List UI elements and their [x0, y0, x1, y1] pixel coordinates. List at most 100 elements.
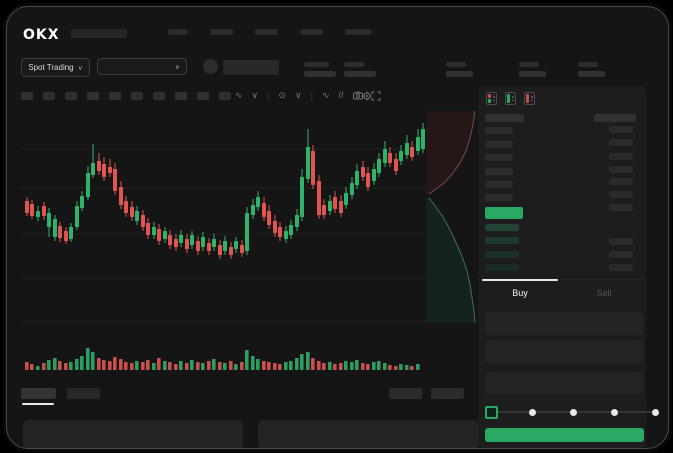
toggle-color-column: [507, 94, 510, 103]
ask-row-amount[interactable]: [609, 153, 633, 160]
bid-row-amount[interactable]: [609, 238, 633, 245]
ask-row-amount[interactable]: [609, 139, 633, 146]
slider-stop[interactable]: [570, 409, 577, 416]
bottom-tab-open-orders[interactable]: [21, 388, 56, 399]
stat-value-placeholder: [446, 71, 473, 77]
orders-detail-placeholder: [258, 420, 478, 448]
bottom-tab-order-history[interactable]: [67, 388, 100, 399]
toolbar-divider: |: [310, 90, 313, 101]
okx-logo[interactable]: OKX: [23, 27, 60, 43]
chevron-down-icon[interactable]: ∨: [295, 90, 302, 100]
active-tab-indicator: [482, 279, 558, 281]
coin-icon: [203, 59, 218, 74]
nav-item-placeholder[interactable]: [168, 29, 188, 35]
book-bids-view-icon[interactable]: [505, 92, 516, 105]
price-input[interactable]: [485, 312, 643, 335]
nav-item-placeholder[interactable]: [345, 29, 372, 35]
bid-row-amount[interactable]: [609, 251, 633, 258]
depth-chart[interactable]: [425, 109, 477, 331]
bid-row-price[interactable]: [485, 237, 519, 244]
toggle-color-column: [488, 94, 491, 103]
orderbook-header-amount: [594, 114, 636, 122]
indicators-wave-icon[interactable]: ∿: [235, 90, 243, 100]
stat-label-placeholder: [304, 62, 329, 67]
tab-sell[interactable]: Sell: [596, 288, 612, 298]
main-nav: [168, 29, 394, 35]
stat-value-placeholder: [519, 71, 546, 77]
bid-row-price[interactable]: [485, 224, 519, 231]
drawing-tools-icon[interactable]: //: [338, 90, 344, 100]
timeframe-chip[interactable]: [87, 92, 99, 100]
app-window: OKX Spot Trading ∨ ∨ ∿ ∨ | ⊙ ∨ | ∿ // Buy Sell: [6, 6, 669, 449]
toggle-dashes: [491, 94, 495, 103]
bid-row-amount[interactable]: [609, 264, 633, 271]
orders-list-placeholder: [23, 420, 243, 448]
slider-stop[interactable]: [529, 409, 536, 416]
line-tools-icon[interactable]: ∿: [321, 90, 330, 100]
timeframe-chip[interactable]: [131, 92, 143, 100]
header-search-placeholder[interactable]: [71, 29, 127, 38]
ask-row-price[interactable]: [485, 141, 513, 148]
timeframe-chip[interactable]: [197, 92, 209, 100]
toolbar-divider: |: [267, 90, 270, 101]
ask-row-amount[interactable]: [609, 191, 633, 198]
chevron-down-icon: ∨: [77, 64, 83, 72]
stat-label-placeholder: [446, 62, 466, 67]
timeframe-chip[interactable]: [175, 92, 187, 100]
ask-row-amount[interactable]: [609, 178, 633, 185]
ask-row-amount[interactable]: [609, 204, 633, 211]
nav-item-placeholder[interactable]: [255, 29, 278, 35]
ask-row-price[interactable]: [485, 154, 513, 161]
toggle-dashes: [529, 94, 533, 103]
bottom-action-chip-1[interactable]: [389, 388, 422, 399]
timeframe-chip[interactable]: [65, 92, 77, 100]
bottom-active-tab-underline: [22, 403, 54, 405]
stat-value-placeholder: [344, 71, 376, 77]
market-type-selector[interactable]: Spot Trading ∨: [21, 58, 90, 77]
timeframe-chip[interactable]: [109, 92, 121, 100]
total-input[interactable]: [485, 372, 643, 394]
market-type-label: Spot Trading: [28, 63, 74, 72]
pair-name-placeholder: [223, 60, 279, 75]
amount-input[interactable]: [485, 340, 643, 363]
ask-row-price[interactable]: [485, 181, 513, 188]
tab-buy[interactable]: Buy: [512, 288, 528, 298]
timeframe-chip[interactable]: [43, 92, 55, 100]
book-asks-view-icon[interactable]: [524, 92, 535, 105]
stat-label-placeholder: [519, 62, 539, 67]
volume-chart[interactable]: [21, 339, 421, 373]
chevron-down-icon: ∨: [174, 63, 180, 71]
nav-item-placeholder[interactable]: [210, 29, 233, 35]
chart-tool-icons: ∿ ∨ | ⊙ ∨ | ∿ //: [235, 89, 381, 102]
ask-row-amount[interactable]: [609, 166, 633, 173]
nav-item-placeholder[interactable]: [300, 29, 323, 35]
last-price-badge[interactable]: [485, 207, 523, 219]
orderbook-header-price: [485, 114, 524, 122]
bid-row-price[interactable]: [485, 264, 519, 271]
book-both-view-icon[interactable]: [486, 92, 497, 105]
chevron-down-icon[interactable]: ∨: [251, 90, 259, 100]
stat-value-placeholder: [578, 71, 605, 77]
submit-order-button[interactable]: [485, 428, 644, 442]
toggle-dashes: [510, 94, 514, 103]
trade-tabs: Buy Sell: [478, 279, 646, 306]
stat-label-placeholder: [344, 62, 364, 67]
pair-dropdown[interactable]: ∨: [97, 58, 187, 75]
bid-row-price[interactable]: [485, 251, 519, 258]
slider-stop[interactable]: [652, 409, 659, 416]
bottom-action-chip-2[interactable]: [431, 388, 464, 399]
candlestick-chart[interactable]: [21, 116, 431, 342]
timeframe-chip[interactable]: [21, 92, 33, 100]
stat-value-placeholder: [304, 71, 336, 77]
slider-stop[interactable]: [611, 409, 618, 416]
chart-style-icon[interactable]: ⊙: [278, 90, 287, 100]
ask-row-amount[interactable]: [609, 126, 633, 133]
ask-row-price[interactable]: [485, 168, 513, 175]
slider-stop[interactable]: [485, 406, 498, 419]
ask-row-price[interactable]: [485, 127, 513, 134]
stat-label-placeholder: [578, 62, 598, 67]
timeframe-chip[interactable]: [219, 92, 231, 100]
timeframe-chip[interactable]: [153, 92, 165, 100]
ask-row-price[interactable]: [485, 194, 513, 201]
